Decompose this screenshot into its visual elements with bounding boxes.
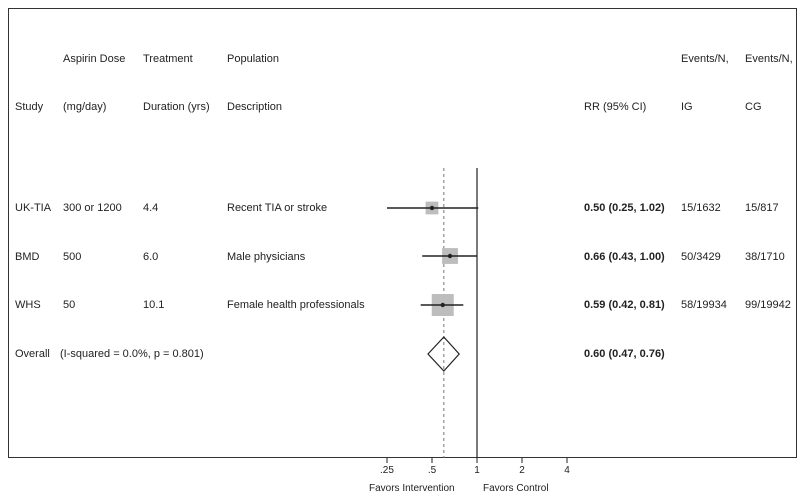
study-name: UK-TIA <box>15 202 52 214</box>
study-population: Male physicians <box>227 251 306 263</box>
header-events-cg-2: CG <box>745 101 762 113</box>
axis-tick-label: .25 <box>380 465 394 476</box>
study-dose: 50 <box>63 299 76 311</box>
study-point-estimate <box>440 302 445 308</box>
axis-tick-label: .5 <box>428 465 437 476</box>
header-rr: RR (95% CI) <box>584 101 647 113</box>
header-events-ig-2: IG <box>681 101 693 113</box>
study-rr: 0.50 (0.25, 1.02) <box>584 202 665 214</box>
study-events-ig: 15/1632 <box>681 202 721 214</box>
header-study: Study <box>15 101 44 113</box>
study-dose: 500 <box>63 251 82 263</box>
study-duration: 4.4 <box>143 202 159 214</box>
study-name: WHS <box>15 299 41 311</box>
study-events-cg: 38/1710 <box>745 251 785 263</box>
study-events-ig: 58/19934 <box>681 299 727 311</box>
overall-label: Overall <box>15 348 50 360</box>
study-duration: 6.0 <box>143 251 159 263</box>
header-population-2: Description <box>227 101 283 113</box>
header-dose-1: Aspirin Dose <box>63 53 126 65</box>
header-dose-2: (mg/day) <box>63 101 107 113</box>
study-name: BMD <box>15 251 40 263</box>
study-point-estimate <box>447 253 453 259</box>
favors-control-label: Favors Control <box>483 483 549 494</box>
forest-plot-frame <box>8 8 797 458</box>
study-population: Recent TIA or stroke <box>227 202 328 214</box>
header-events-cg-1: Events/N, <box>745 53 793 65</box>
study-point-estimate <box>429 205 435 211</box>
header-population-1: Population <box>227 53 279 65</box>
study-duration: 10.1 <box>143 299 165 311</box>
study-dose: 300 or 1200 <box>63 202 122 214</box>
header-events-ig-1: Events/N, <box>681 53 729 65</box>
overall-heterogeneity: (I-squared = 0.0%, p = 0.801) <box>60 348 204 360</box>
header-duration-2: Duration (yrs) <box>143 101 210 113</box>
header-duration-1: Treatment <box>143 53 193 65</box>
axis-tick-label: 2 <box>519 465 525 476</box>
axis-tick-label: 4 <box>564 465 570 476</box>
favors-intervention-label: Favors Intervention <box>369 483 455 494</box>
study-rr: 0.59 (0.42, 0.81) <box>584 299 665 311</box>
study-events-ig: 50/3429 <box>681 251 721 263</box>
overall-diamond <box>427 336 460 372</box>
axis-tick-label: 1 <box>474 465 480 476</box>
study-events-cg: 99/19942 <box>745 299 791 311</box>
overall-rr: 0.60 (0.47, 0.76) <box>584 348 665 360</box>
study-population: Female health professionals <box>227 299 365 311</box>
study-events-cg: 15/817 <box>745 202 779 214</box>
study-rr: 0.66 (0.43, 1.00) <box>584 251 665 263</box>
